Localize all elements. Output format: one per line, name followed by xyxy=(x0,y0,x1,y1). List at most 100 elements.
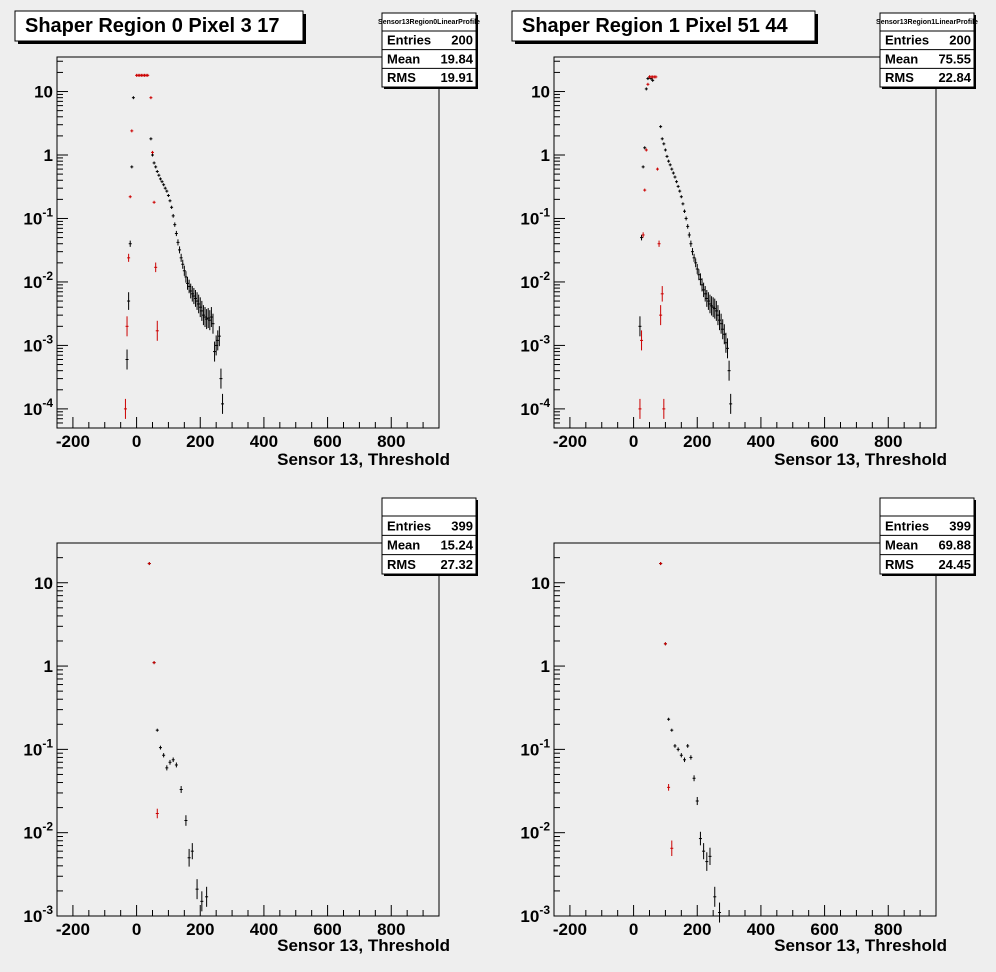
data-point-red xyxy=(657,240,661,247)
title-box xyxy=(511,10,816,42)
data-point-black xyxy=(189,283,193,299)
data-point-black xyxy=(205,309,209,330)
data-point-black xyxy=(676,747,680,752)
data-point-black xyxy=(711,297,715,318)
stats-label-mean: Mean xyxy=(885,51,918,66)
data-point-black xyxy=(689,755,693,760)
x-tick-label: 600 xyxy=(810,920,838,939)
data-point-black xyxy=(686,744,690,748)
data-point-black xyxy=(692,775,696,782)
data-point-black xyxy=(170,205,174,209)
data-point-red xyxy=(660,286,664,302)
data-point-black xyxy=(216,330,220,351)
data-point-black xyxy=(683,209,687,213)
data-point-black xyxy=(695,796,699,806)
data-point-red xyxy=(146,73,150,77)
stats-label-rms: RMS xyxy=(387,70,416,85)
data-point-black xyxy=(708,847,712,866)
data-point-red xyxy=(663,642,667,646)
stats-histogram-name: Sensor13Region1LinearProfile xyxy=(876,19,978,26)
chart-panel-4: -200 0 200 400 600 800 10-3 10-2 10-1 1 10 Sensor 1… xyxy=(520,497,976,955)
data-point-red xyxy=(155,320,159,341)
data-point-black xyxy=(190,286,194,302)
y-tick-label: 1 xyxy=(44,146,53,165)
data-point-black xyxy=(706,292,710,310)
data-point-black xyxy=(213,341,217,362)
data-point-black xyxy=(165,765,169,771)
data-point-black xyxy=(131,96,135,100)
x-tick-label: 200 xyxy=(683,432,711,451)
stats-box xyxy=(879,497,975,575)
data-point-black xyxy=(643,146,647,150)
stats-label-entries: Entries xyxy=(885,33,929,48)
data-point-black xyxy=(670,167,674,171)
data-point-red xyxy=(125,316,129,337)
data-point-black xyxy=(667,159,671,163)
stats-value-mean: 69.88 xyxy=(938,538,971,553)
data-point-black xyxy=(187,279,191,294)
y-tick-label: 1 xyxy=(44,657,53,676)
chart-panel-3: -200 0 200 400 600 800 10-3 10-2 10-1 1 10 Sensor 1… xyxy=(23,497,478,955)
data-point-black xyxy=(671,171,675,175)
data-point-black xyxy=(174,230,178,237)
data-point-black xyxy=(201,305,205,326)
stats-value-rms: 22.84 xyxy=(938,70,971,85)
data-point-red xyxy=(643,188,647,192)
data-point-black xyxy=(200,891,204,912)
data-point-black xyxy=(673,175,677,179)
data-point-red xyxy=(154,262,158,273)
y-tick-label: 10 xyxy=(34,83,53,102)
x-tick-label: 400 xyxy=(250,432,278,451)
chart-panel-2: -200 0 200 400 600 800 10-4 10-3 10-2 10-1 1 10 Sens… xyxy=(511,10,978,469)
data-point-black xyxy=(676,184,680,188)
x-tick-label: 0 xyxy=(629,920,638,939)
data-point-black xyxy=(679,195,683,199)
data-point-black xyxy=(171,757,175,763)
data-point-black xyxy=(158,745,162,750)
x-tick-label: -200 xyxy=(56,920,90,939)
data-point-red xyxy=(127,253,131,262)
data-point-black xyxy=(211,313,215,334)
data-point-black xyxy=(179,786,183,793)
y-tick-label: 10-4 xyxy=(23,396,53,419)
stats-label-mean: Mean xyxy=(387,538,420,553)
stats-label-entries: Entries xyxy=(885,518,929,533)
stats-value-mean: 19.84 xyxy=(440,51,473,66)
data-point-red xyxy=(644,148,648,152)
chart-title: Shaper Region 1 Pixel 51 44 xyxy=(522,15,789,37)
data-point-black xyxy=(675,180,679,184)
data-point-black xyxy=(184,815,188,826)
plot-frame xyxy=(553,56,937,429)
data-point-black xyxy=(171,213,175,218)
data-point-black xyxy=(660,137,664,141)
data-point-black xyxy=(713,298,717,319)
data-point-black xyxy=(683,757,687,763)
data-point-red xyxy=(659,562,663,566)
data-point-black xyxy=(670,728,674,732)
data-point-black xyxy=(721,319,725,340)
plot-frame xyxy=(56,56,440,429)
data-point-red xyxy=(646,82,650,86)
data-point-black xyxy=(193,290,197,307)
data-point-black xyxy=(725,338,729,359)
data-point-black xyxy=(195,292,199,310)
data-point-red xyxy=(638,398,642,419)
data-point-red xyxy=(662,398,666,419)
y-tick-label: 10-2 xyxy=(23,820,53,843)
data-point-red xyxy=(655,167,659,171)
y-tick-label: 1 xyxy=(541,657,550,676)
data-point-black xyxy=(128,240,132,247)
x-tick-label: -200 xyxy=(56,432,90,451)
data-point-black xyxy=(154,165,158,169)
x-tick-label: 600 xyxy=(810,432,838,451)
stats-value-rms: 24.45 xyxy=(938,557,971,572)
y-tick-label: 10 xyxy=(34,574,53,593)
title-box xyxy=(14,10,304,42)
data-point-black xyxy=(644,87,648,91)
data-point-black xyxy=(130,165,134,169)
data-point-black xyxy=(200,300,204,321)
data-point-red xyxy=(152,661,156,665)
data-point-black xyxy=(155,169,159,173)
y-tick-label: 10-3 xyxy=(520,903,550,926)
data-point-red xyxy=(155,808,159,819)
